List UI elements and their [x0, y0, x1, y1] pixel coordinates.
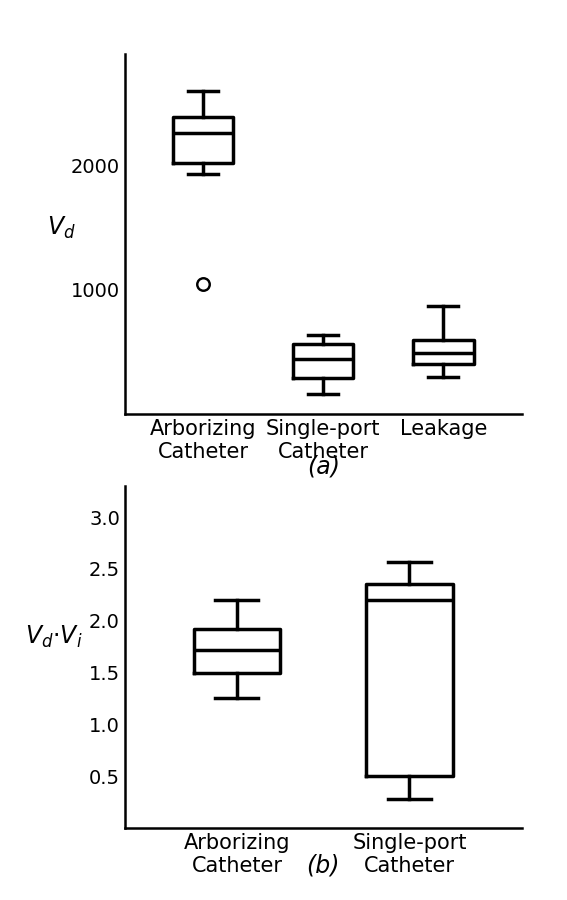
Y-axis label: $V_d$: $V_d$	[47, 215, 75, 241]
Text: (b): (b)	[306, 853, 340, 878]
Text: (a): (a)	[307, 454, 340, 479]
Y-axis label: $V_d$$\cdot$$V_i$: $V_d$$\cdot$$V_i$	[24, 624, 82, 650]
